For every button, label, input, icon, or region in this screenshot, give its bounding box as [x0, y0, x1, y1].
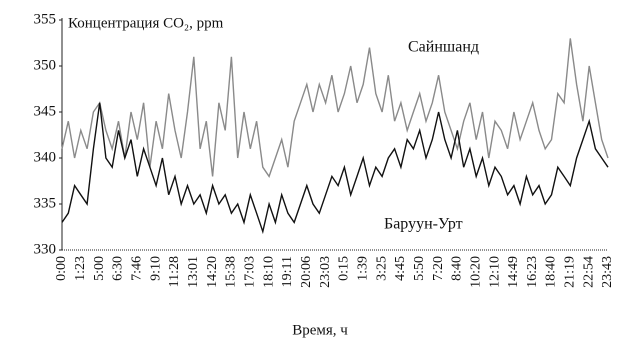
- x-tick-label: 12:10: [487, 256, 502, 288]
- x-tick-label: 7:46: [130, 256, 145, 281]
- line-series: [61, 38, 609, 178]
- x-tick-label: 17:03: [242, 256, 257, 288]
- x-tick-label: 23:03: [318, 256, 333, 288]
- chart-title: Концентрация CO₂, ppm: [68, 15, 224, 31]
- x-tick-label: 11:28: [167, 256, 182, 287]
- x-tick-label: 15:38: [224, 256, 239, 288]
- x-tick-label: 7:20: [431, 256, 446, 281]
- x-tick-label: 18:10: [261, 256, 276, 288]
- x-tick-label: 1:39: [355, 256, 370, 281]
- series-label: Сайншанд: [408, 39, 479, 56]
- x-tick-label: 6:30: [111, 256, 126, 281]
- x-tick-label: 16:23: [525, 256, 540, 288]
- x-axis-title: Время, ч: [292, 322, 348, 338]
- x-tick-label: 5:50: [412, 256, 427, 281]
- x-tick-label: 8:40: [450, 256, 465, 281]
- x-tick-label: 5:00: [92, 256, 107, 281]
- y-tick-label: 340: [34, 149, 57, 165]
- x-tick-label: 1:23: [73, 256, 88, 281]
- x-tick-label: 14:49: [506, 256, 521, 288]
- x-tick-label: 4:45: [393, 256, 408, 281]
- x-tick-label: 13:01: [186, 256, 201, 288]
- line-series: [61, 102, 609, 235]
- x-tick-label: 0:00: [54, 256, 69, 281]
- x-tick-label: 3:25: [374, 256, 389, 281]
- x-tick-label: 21:19: [563, 256, 578, 288]
- y-tick-label: 330: [34, 241, 57, 257]
- x-tick-label: 22:54: [581, 256, 596, 288]
- series-label: Баруун-Урт: [384, 216, 463, 233]
- y-tick-label: 350: [34, 57, 57, 73]
- x-tick-label: 10:20: [468, 256, 483, 288]
- y-tick-label: 335: [34, 195, 57, 211]
- x-tick-label: 20:06: [299, 256, 314, 288]
- x-tick-label: 9:10: [148, 256, 163, 281]
- x-tick-label: 0:15: [337, 256, 352, 281]
- x-tick-label: 19:11: [280, 256, 295, 287]
- y-tick-label: 355: [34, 11, 57, 27]
- y-tick-label: 345: [34, 103, 57, 119]
- x-tick-label: 23:43: [600, 256, 615, 288]
- x-tick-label: 14:20: [205, 256, 220, 288]
- x-tick-label: 18:40: [544, 256, 559, 288]
